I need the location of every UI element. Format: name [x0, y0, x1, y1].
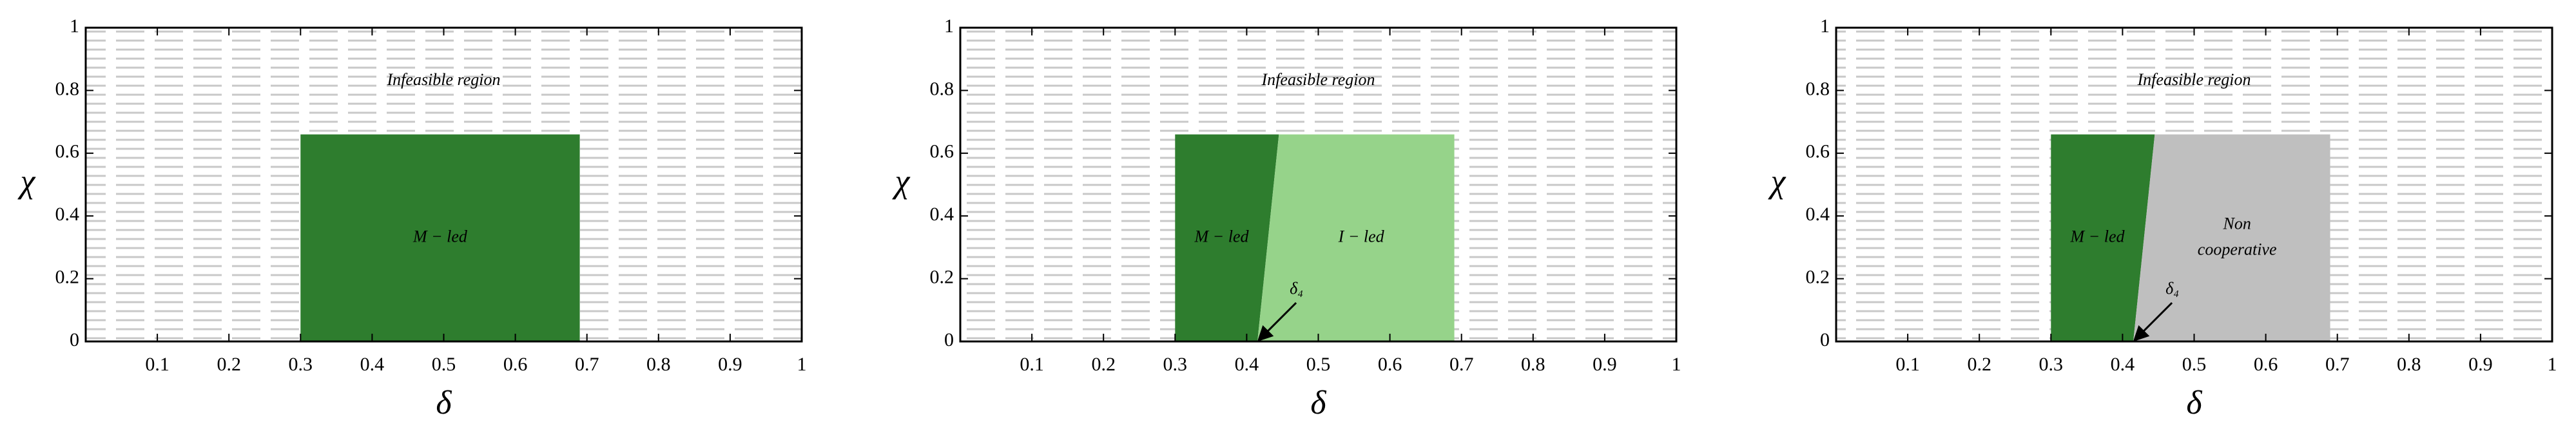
x-tick-label: 0.3 [1163, 354, 1188, 375]
x-tick-label: 0.1 [145, 354, 169, 375]
region-label: Non [2222, 214, 2251, 233]
x-tick-label: 0.5 [2182, 354, 2207, 375]
y-tick-label: 0.2 [55, 266, 80, 287]
region-label: I − led [1338, 227, 1385, 245]
x-tick-label: 0.7 [575, 354, 599, 375]
y-tick-label: 0 [70, 329, 79, 350]
x-tick-label: 0.5 [432, 354, 456, 375]
x-tick-label: 0.8 [2397, 354, 2421, 375]
region [2051, 134, 2155, 341]
x-tick-label: 0.3 [289, 354, 313, 375]
x-tick-label: 1 [1672, 354, 1681, 375]
background-label: Infeasible region [2137, 70, 2251, 89]
x-tick-label: 0.4 [2111, 354, 2135, 375]
background-label: Infeasible region [387, 70, 501, 89]
y-tick-label: 0 [944, 329, 954, 350]
x-tick-label: 0.8 [1521, 354, 1545, 375]
x-tick-label: 0.9 [2468, 354, 2493, 375]
y-tick-label: 0.2 [930, 266, 954, 287]
y-axis-label: χ [17, 163, 36, 200]
y-tick-label: 0.6 [930, 141, 954, 162]
y-tick-label: 1 [1820, 15, 1830, 37]
x-tick-label: 0.6 [2254, 354, 2278, 375]
region [2133, 134, 2330, 341]
y-tick-label: 0.4 [55, 204, 80, 225]
region-label: M − led [412, 227, 468, 245]
y-tick-label: 0 [1820, 329, 1830, 350]
x-tick-label: 0.2 [1967, 354, 1991, 375]
x-tick-label: 0.1 [1895, 354, 1920, 375]
x-tick-label: 0.1 [1020, 354, 1044, 375]
y-tick-label: 0.2 [1806, 266, 1830, 287]
x-axis-label: δ [2186, 385, 2202, 421]
x-tick-label: 0.2 [217, 354, 241, 375]
background-label: Infeasible region [1261, 70, 1375, 89]
x-tick-label: 0.7 [2325, 354, 2350, 375]
x-tick-label: 0.4 [1235, 354, 1259, 375]
arrow-label: δ₄ [2165, 279, 2179, 298]
x-axis-label: δ [436, 385, 452, 421]
x-tick-label: 0.3 [2039, 354, 2064, 375]
x-tick-label: 0.9 [1593, 354, 1617, 375]
y-axis-label: χ [1768, 163, 1787, 200]
region [1175, 134, 1279, 341]
y-tick-label: 1 [944, 15, 954, 37]
arrow-label: δ₄ [1290, 279, 1303, 298]
x-tick-label: 1 [797, 354, 807, 375]
arrow [2133, 302, 2173, 342]
region [1257, 134, 1455, 341]
x-tick-label: 0.2 [1091, 354, 1116, 375]
y-axis-label: χ [892, 163, 911, 200]
region-label: cooperative [2198, 240, 2277, 258]
x-tick-label: 0.7 [1449, 354, 1474, 375]
y-tick-label: 0.4 [930, 204, 954, 225]
x-axis-label: δ [1310, 385, 1326, 421]
y-tick-label: 0.8 [930, 78, 954, 99]
x-tick-label: 0.5 [1306, 354, 1331, 375]
y-tick-label: 0.8 [55, 78, 80, 99]
region [300, 134, 580, 341]
y-tick-label: 0.8 [1806, 78, 1830, 99]
x-tick-label: 0.6 [503, 354, 528, 375]
x-tick-label: 0.4 [360, 354, 385, 375]
y-tick-label: 1 [70, 15, 79, 37]
x-tick-label: 0.6 [1378, 354, 1402, 375]
region-label: M − led [1194, 227, 1250, 245]
y-tick-label: 0.4 [1806, 204, 1830, 225]
x-tick-label: 0.9 [718, 354, 742, 375]
region-label: M − led [2070, 227, 2126, 245]
arrow [1257, 302, 1297, 342]
x-tick-label: 1 [2548, 354, 2557, 375]
x-tick-label: 0.8 [646, 354, 671, 375]
y-tick-label: 0.6 [55, 141, 80, 162]
y-tick-label: 0.6 [1806, 141, 1830, 162]
